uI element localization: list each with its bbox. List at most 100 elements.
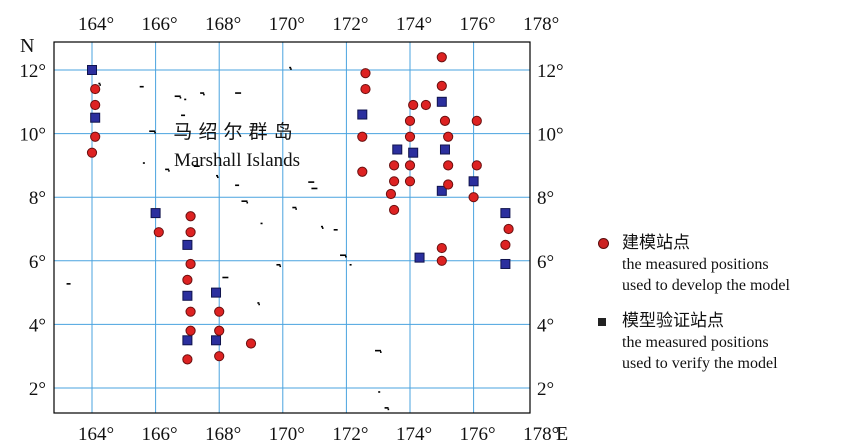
- legend-model-desc-line2: used to develop the model: [622, 277, 790, 294]
- island-speck: [181, 114, 186, 117]
- top-tick-labels: 164° 166° 168° 170° 172° 174° 176° 178°: [78, 14, 559, 35]
- left-tick-label: 4°: [29, 315, 46, 336]
- island-speck: [292, 206, 297, 209]
- modeling-station-marker: [404, 160, 416, 171]
- modeling-station-marker: [404, 115, 416, 126]
- verification-station-marker: [439, 144, 450, 155]
- modeling-station-marker: [245, 338, 257, 349]
- verification-station-marker: [408, 147, 419, 158]
- modeling-station-marker: [185, 306, 196, 317]
- left-tick-labels: 12° 10° 8° 6° 4° 2°: [19, 61, 46, 400]
- top-tick-label: 170°: [269, 14, 305, 35]
- verification-station-marker: [150, 208, 161, 219]
- island-speck: [290, 68, 292, 70]
- island-speck: [99, 84, 101, 86]
- island-speck: [387, 408, 390, 411]
- island-speck: [165, 168, 170, 171]
- island-speck: [154, 131, 156, 134]
- bottom-tick-label: 172°: [332, 424, 368, 441]
- right-tick-label: 10°: [537, 125, 564, 146]
- modeling-station-marker: [90, 83, 101, 95]
- modeling-station-marker: [214, 325, 225, 336]
- north-label: N: [20, 35, 34, 57]
- modeling-station-marker: [185, 211, 196, 222]
- modeling-station-marker: [468, 192, 479, 203]
- modeling-station-marker: [153, 227, 164, 238]
- island-speck: [333, 229, 338, 231]
- modeling-station-marker: [443, 131, 454, 142]
- modeling-station-marker: [185, 227, 196, 238]
- graticule-grid: [54, 42, 530, 413]
- island-speck: [311, 187, 318, 190]
- island-speck: [321, 227, 324, 229]
- verification-station-marker: [392, 144, 403, 155]
- modeling-station-marker: [357, 166, 368, 177]
- top-tick-label: 164°: [78, 14, 114, 35]
- right-tick-label: 2°: [537, 379, 554, 400]
- island-outlines: [66, 66, 390, 411]
- modeling-station-marker: [443, 179, 454, 190]
- modeling-station-marker: [443, 160, 454, 171]
- island-speck: [179, 96, 182, 99]
- island-speck: [235, 92, 242, 94]
- verification-station-marker: [211, 287, 222, 298]
- top-tick-label: 178°: [523, 14, 559, 35]
- modeling-station-marker: [436, 52, 447, 63]
- island-speck: [349, 263, 352, 266]
- modeling-station-marker: [185, 258, 196, 270]
- island-speck: [149, 130, 156, 133]
- verification-station-marker: [182, 335, 193, 346]
- island-speck: [200, 92, 205, 94]
- verification-station-marker: [357, 109, 368, 120]
- verification-station-marker: [414, 252, 425, 263]
- legend-model-desc-line1: the measured positions: [622, 256, 769, 273]
- verification-station-marker: [500, 258, 511, 269]
- modeling-station-marker: [182, 354, 193, 365]
- bottom-tick-label: 166°: [142, 424, 178, 441]
- verification-station-marker: [436, 96, 447, 107]
- modeling-station-marker: [500, 239, 511, 250]
- island-speck: [340, 254, 347, 257]
- top-tick-label: 168°: [205, 14, 241, 35]
- bottom-tick-label: 178°: [523, 424, 559, 441]
- map-frame: [53, 41, 531, 414]
- bottom-tick-label: 176°: [460, 424, 496, 441]
- modeling-station-marker: [86, 147, 98, 158]
- modeling-station-marker: [503, 223, 514, 235]
- verification-station-marker: [87, 65, 97, 75]
- modeling-station-marker: [436, 80, 447, 92]
- right-tick-labels: 12° 10° 8° 6° 4° 2°: [537, 61, 564, 400]
- bottom-tick-label: 164°: [78, 424, 114, 441]
- modeling-station-marker: [471, 160, 482, 171]
- island-speck: [217, 176, 219, 179]
- left-tick-label: 10°: [19, 125, 46, 146]
- legend: 建模站点 the measured positions used to deve…: [596, 232, 844, 388]
- island-speck: [260, 222, 263, 225]
- modeling-station-marker: [360, 83, 371, 95]
- right-tick-label: 4°: [537, 315, 554, 336]
- modeling-stations: [86, 52, 514, 365]
- left-tick-label: 8°: [29, 188, 46, 209]
- red-circle-icon: [598, 238, 609, 249]
- modeling-station-marker: [360, 68, 371, 79]
- island-speck: [203, 93, 205, 96]
- map-title-chinese: 马 绍 尔 群 岛: [173, 121, 292, 143]
- island-speck: [174, 95, 181, 98]
- island-speck: [235, 184, 240, 187]
- modeling-station-marker: [471, 115, 482, 126]
- island-speck: [345, 255, 347, 258]
- right-tick-label: 6°: [537, 252, 554, 273]
- station-map: 164° 166° 168° 170° 172° 174° 176° 178° 164° 166…: [19, 14, 568, 441]
- right-tick-label: 8°: [537, 188, 554, 209]
- map-title-english: Marshall Islands: [174, 150, 300, 171]
- modeling-station-marker: [439, 115, 451, 126]
- top-tick-label: 166°: [142, 14, 178, 35]
- left-tick-label: 2°: [29, 379, 46, 400]
- bottom-tick-label: 174°: [396, 424, 432, 441]
- modeling-station-marker: [436, 255, 447, 266]
- legend-item-model: 建模站点 the measured positions used to deve…: [596, 232, 844, 296]
- island-speck: [380, 351, 382, 353]
- modeling-station-marker: [389, 204, 400, 216]
- island-speck: [295, 208, 297, 210]
- modeling-station-marker: [404, 176, 416, 187]
